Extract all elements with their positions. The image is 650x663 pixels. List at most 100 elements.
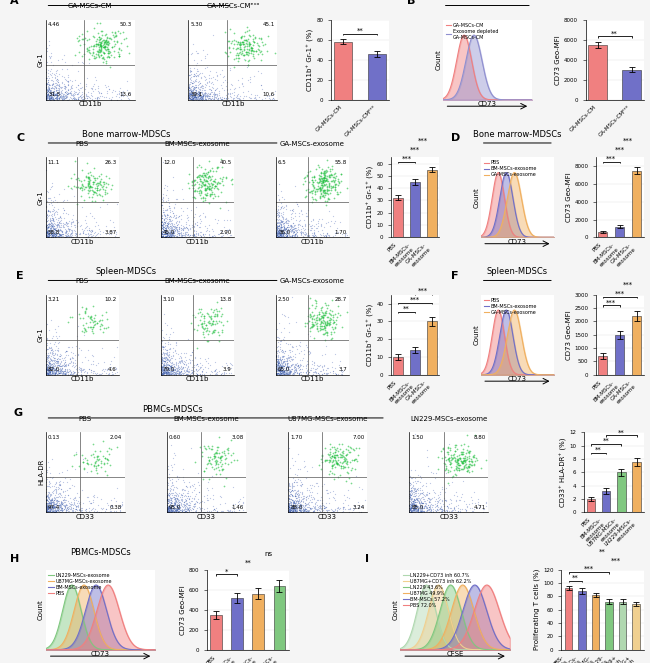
Point (432, 505, 443, 515)
Point (188, 71, 199, 82)
Point (277, 367, 287, 377)
Point (296, 480, 306, 491)
Point (87, 185, 98, 196)
Point (159, 210, 169, 220)
Point (43, 187, 53, 198)
Point (95, 34, 105, 45)
Point (223, 506, 233, 516)
Point (404, 499, 415, 509)
Point (165, 475, 176, 485)
Point (190, 90, 200, 100)
Point (187, 347, 197, 357)
Point (162, 226, 172, 237)
Point (188, 90, 199, 101)
Point (345, 465, 356, 475)
Bar (578, 591, 586, 650)
Point (45, 502, 55, 512)
Point (170, 495, 180, 506)
Point (452, 457, 462, 467)
Point (164, 355, 174, 366)
Point (96, 88, 106, 99)
Point (190, 184, 200, 195)
Point (164, 495, 174, 506)
Point (52, 92, 62, 103)
Point (290, 231, 300, 242)
Point (40, 73, 51, 84)
Point (198, 324, 209, 334)
Point (53, 94, 63, 105)
Point (53, 221, 64, 231)
Point (183, 486, 193, 497)
Point (285, 504, 295, 514)
Point (182, 369, 192, 380)
Point (68, 368, 78, 379)
Point (58, 352, 69, 363)
BM-MSCs-exosome (142, 646, 150, 654)
BM-MSCs-exosome (92, 581, 100, 589)
Point (168, 491, 179, 502)
Point (168, 368, 178, 379)
Point (104, 32, 114, 43)
Point (163, 354, 174, 365)
Point (88, 86, 98, 96)
Point (47, 180, 57, 191)
Point (342, 307, 352, 318)
Point (103, 449, 114, 459)
Point (46, 93, 56, 104)
Point (44, 229, 55, 239)
Point (285, 224, 295, 235)
Point (156, 231, 166, 241)
Point (238, 505, 248, 516)
Point (189, 92, 200, 103)
Point (307, 307, 317, 318)
Point (54, 367, 64, 378)
Point (296, 226, 307, 237)
Point (179, 507, 189, 517)
Point (327, 306, 337, 317)
Point (274, 366, 285, 377)
Point (195, 505, 205, 515)
Point (102, 199, 112, 210)
Point (338, 502, 348, 512)
Point (478, 504, 488, 514)
Point (271, 367, 281, 378)
Point (406, 485, 416, 495)
Point (88, 23, 99, 34)
Point (304, 316, 315, 327)
Point (47, 88, 58, 98)
Point (293, 360, 304, 371)
Point (166, 323, 176, 333)
Point (190, 94, 200, 105)
Point (159, 217, 170, 228)
Point (247, 45, 257, 56)
Point (407, 505, 417, 516)
Point (271, 359, 281, 369)
Point (92, 499, 103, 510)
Point (294, 507, 304, 517)
Point (333, 174, 343, 184)
Point (213, 442, 223, 452)
Point (50, 367, 60, 377)
Point (404, 489, 415, 500)
Point (92, 34, 103, 44)
Point (87, 226, 98, 237)
Point (101, 56, 111, 66)
Point (159, 225, 169, 236)
Point (43, 500, 53, 511)
PBS 72.0% (396, 646, 404, 654)
Point (168, 501, 178, 511)
Point (273, 353, 283, 364)
Point (281, 226, 292, 237)
Point (47, 232, 57, 243)
Point (276, 366, 286, 377)
Point (42, 89, 52, 99)
Point (454, 459, 464, 470)
Point (280, 351, 290, 362)
Point (63, 359, 73, 370)
Point (244, 72, 255, 83)
Point (330, 314, 341, 325)
Point (94, 369, 104, 379)
Point (46, 495, 56, 506)
Point (42, 213, 53, 223)
Point (285, 505, 295, 515)
